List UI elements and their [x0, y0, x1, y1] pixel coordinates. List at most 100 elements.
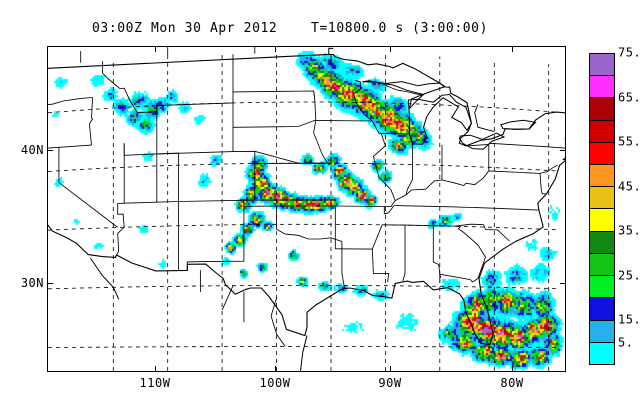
graticule-parallel-35 — [48, 223, 560, 231]
state-border-28 — [371, 120, 382, 134]
colorbar-cell-11[interactable] — [590, 98, 614, 121]
x-tick-90W — [390, 47, 391, 52]
state-border-38 — [383, 205, 395, 215]
state-border-37 — [335, 200, 396, 208]
colorbar-cell-1[interactable] — [590, 320, 614, 343]
state-border-59 — [439, 273, 479, 283]
colorbar-label-35: 35. — [618, 224, 640, 239]
colorbar-cell-2[interactable] — [590, 298, 614, 321]
state-border-43 — [488, 142, 565, 149]
ontario-shore — [474, 104, 495, 133]
colorbar-cell-12[interactable] — [590, 76, 614, 99]
state-border-1 — [48, 144, 92, 149]
mexico-gulf-coast — [300, 335, 308, 371]
x-tick-110W — [155, 47, 156, 52]
state-border-54 — [402, 225, 406, 282]
colorbar-cell-3[interactable] — [590, 276, 614, 299]
state-border-2 — [88, 97, 94, 146]
x-tick-100W — [275, 47, 276, 52]
colorbar-label-5: 5. — [618, 335, 634, 350]
mexico-interior — [221, 285, 234, 311]
graticule-parallel-30 — [48, 285, 560, 290]
us-canada-border-great-lakes — [328, 53, 565, 147]
state-border-35 — [441, 170, 490, 186]
state-border-31 — [395, 142, 414, 201]
colorbar-cell-10[interactable] — [590, 120, 614, 143]
map-plot-area[interactable] — [47, 46, 566, 372]
state-border-26 — [315, 119, 373, 122]
colorbar-cell-0[interactable] — [590, 342, 614, 364]
state-border-18 — [232, 150, 328, 164]
state-border-5 — [156, 102, 234, 107]
mexico-interior-2 — [270, 297, 286, 347]
x-axis-label-90W: 90W — [378, 376, 402, 390]
y-tick-40N — [48, 150, 53, 151]
x-axis-label-110W: 110W — [139, 376, 171, 390]
colorbar-label-45: 45. — [618, 179, 640, 194]
state-border-34 — [465, 144, 490, 171]
y-tick-30N — [48, 283, 53, 284]
state-border-61 — [380, 83, 423, 95]
baja-coast — [89, 257, 120, 300]
x-tick-100W — [275, 366, 276, 371]
y-tick-30N — [560, 283, 565, 284]
colorbar-cell-4[interactable] — [590, 253, 614, 277]
colorbar-label-15: 15. — [618, 313, 640, 328]
us-coastline — [48, 160, 565, 346]
colorbar-cell-9[interactable] — [590, 142, 614, 166]
x-axis-label-80W: 80W — [500, 376, 524, 390]
colorbar-label-65: 65. — [618, 90, 640, 105]
state-border-57 — [335, 224, 383, 250]
colorbar-cells — [589, 53, 615, 365]
state-border-60 — [539, 173, 547, 195]
state-border-39 — [382, 223, 484, 227]
colorbar-label-25: 25. — [618, 268, 640, 283]
colorbar[interactable]: 75. 65. 55. 45. 35. 25. 15. 5. — [589, 46, 640, 365]
state-border-50 — [483, 224, 510, 242]
x-tick-90W — [390, 366, 391, 371]
state-border-27 — [353, 79, 373, 122]
northwest-angle — [328, 47, 334, 55]
state-border-0 — [48, 97, 93, 106]
colorbar-cell-5[interactable] — [590, 231, 614, 254]
state-border-51 — [457, 226, 486, 279]
y-axis-label-30N: 30N — [20, 276, 44, 290]
us-canada-border-49th — [48, 53, 329, 69]
state-border-30 — [372, 133, 396, 201]
colorbar-cell-6[interactable] — [590, 209, 614, 232]
state-border-14 — [124, 199, 255, 204]
lakes-michigan-huron — [407, 93, 472, 145]
state-border-17 — [186, 151, 256, 271]
state-border-44 — [539, 164, 558, 174]
state-border-3 — [101, 61, 158, 114]
graticule-parallel-25 — [48, 346, 560, 348]
state-border-55 — [371, 249, 390, 283]
state-border-24 — [232, 119, 316, 128]
state-border-22 — [276, 206, 343, 242]
graticule-parallel-40 — [48, 162, 560, 172]
state-border-9 — [123, 143, 157, 156]
state-border-16 — [156, 152, 179, 155]
lake-erie — [458, 132, 506, 150]
lake-ontario — [500, 119, 537, 130]
state-border-11 — [116, 202, 125, 256]
state-border-56 — [341, 241, 346, 289]
colorbar-label-75: 75. — [618, 45, 640, 60]
colorbar-label-55: 55. — [618, 134, 640, 149]
state-border-12 — [58, 147, 118, 228]
x-tick-80W — [512, 47, 513, 52]
state-border-29 — [381, 132, 410, 135]
x-tick-110W — [155, 366, 156, 371]
x-tick-80W — [512, 366, 513, 371]
state-border-23 — [232, 90, 316, 99]
y-axis-label-40N: 40N — [20, 143, 44, 157]
lake-superior — [362, 80, 446, 111]
state-border-41 — [394, 205, 456, 208]
colorbar-cell-13[interactable] — [590, 53, 614, 77]
graticule-parallel-45 — [48, 101, 560, 114]
colorbar-cell-8[interactable] — [590, 165, 614, 188]
state-border-42 — [488, 170, 541, 174]
colorbar-cell-7[interactable] — [590, 187, 614, 210]
state-border-33 — [405, 179, 443, 196]
